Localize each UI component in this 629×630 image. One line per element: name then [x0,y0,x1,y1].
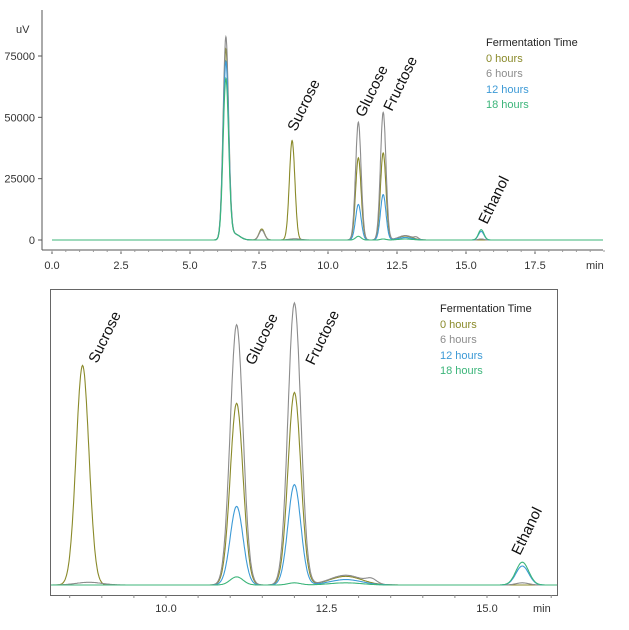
x-unit-label: min [586,260,604,272]
zoomed-chart: 10.0 12.5 15.0 min Sucrose Glucose Fructos… [50,289,558,615]
x-tick-label: 12.5 [386,260,407,272]
x-tick-label: 2.5 [113,260,128,272]
legend-6-hours: 6 hours [486,68,523,80]
annotation-fructose: Fructose [302,308,343,368]
x-tick-label: 17.5 [524,260,545,272]
annotation-glucose: Glucose [242,311,281,368]
annotation-ethanol: Ethanol [508,505,546,558]
legend-12-hours: 12 hours [486,84,529,96]
legend: Fermentation Time 0 hours 6 hours 12 hou… [440,303,532,377]
legend-18-hours: 18 hours [440,365,483,377]
y-unit-label: uV [16,24,30,36]
annotation-sucrose: Sucrose [284,77,323,134]
annotation-sucrose: Sucrose [85,309,124,366]
legend-0-hours: 0 hours [486,53,523,65]
y-tick-label: 25000 [4,174,35,186]
x-tick-label: 12.5 [316,603,337,615]
y-tick-label: 75000 [4,51,35,63]
x-tick-label: 15.0 [455,260,476,272]
x-tick-label: 5.0 [182,260,197,272]
annotation-fructose: Fructose [380,54,421,114]
legend: Fermentation Time 0 hours 6 hours 12 hou… [486,37,578,111]
series-line-18-hours [52,76,603,241]
y-tick-label: 0 [29,235,35,247]
annotation-ethanol: Ethanol [475,174,513,227]
overview-chart: uV 0 25000 50000 75000 0.0 2.5 5.0 7.5 10.0 12.5… [4,10,605,272]
y-tick-label: 50000 [4,112,35,124]
legend-0-hours: 0 hours [440,319,477,331]
annotation-glucose: Glucose [352,63,391,120]
legend-12-hours: 12 hours [440,350,483,362]
legend-18-hours: 18 hours [486,99,529,111]
x-tick-label: 10.0 [317,260,338,272]
x-tick-label: 10.0 [155,603,176,615]
x-tick-label: 15.0 [476,603,497,615]
plot-frame [50,289,558,596]
x-tick-label: 0.0 [44,260,59,272]
x-tick-label: 7.5 [251,260,266,272]
x-unit-label: min [533,603,551,615]
legend-6-hours: 6 hours [440,334,477,346]
legend-title: Fermentation Time [440,303,532,315]
legend-title: Fermentation Time [486,37,578,49]
series-line-6-hours [51,301,557,586]
series-line-18-hours [51,561,557,586]
